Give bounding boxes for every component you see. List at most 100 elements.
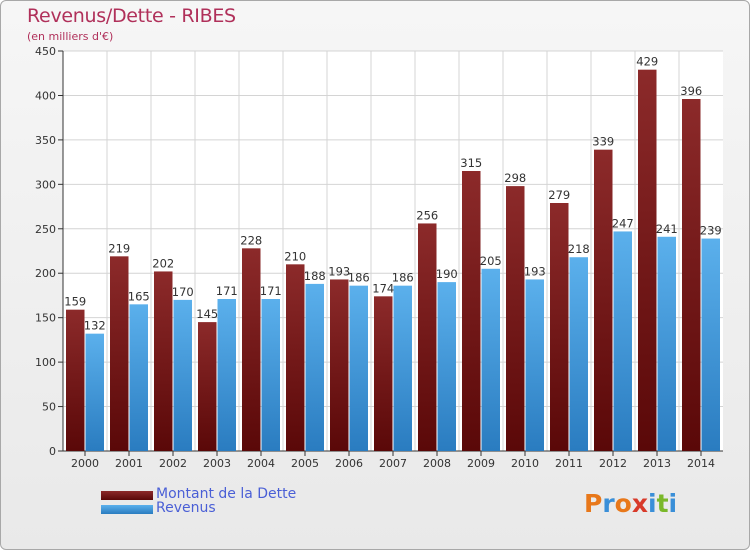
data-label-revenus: 170 [172, 285, 194, 299]
logo-letter: i [668, 489, 678, 518]
data-label-revenus: 171 [260, 284, 282, 298]
legend-label-dette: Montant de la Dette [156, 486, 297, 502]
bar-revenus [569, 257, 588, 451]
data-label-dette: 174 [372, 281, 394, 295]
data-label-revenus: 205 [480, 254, 502, 268]
logo-letter: i [648, 489, 657, 518]
bar-dette [506, 186, 525, 451]
bar-dette [594, 149, 613, 451]
bar-revenus [217, 299, 236, 451]
logo-letter: x [631, 489, 648, 518]
bar-revenus [393, 285, 412, 451]
bar-dette [550, 203, 569, 451]
legend-swatch-revenus [101, 505, 153, 514]
data-label-dette: 210 [284, 249, 306, 263]
bar-revenus [613, 231, 632, 451]
x-tick-label: 2008 [423, 457, 451, 470]
data-label-revenus: 186 [392, 271, 414, 285]
bar-revenus [173, 299, 192, 451]
x-tick-label: 2014 [687, 457, 715, 470]
data-label-dette: 202 [152, 256, 174, 270]
bar-dette [330, 279, 349, 451]
data-label-dette: 145 [196, 307, 218, 321]
bar-revenus [437, 282, 456, 451]
data-label-revenus: 247 [612, 216, 634, 230]
data-label-dette: 159 [64, 295, 86, 309]
x-tick-label: 2011 [555, 457, 583, 470]
data-label-dette: 315 [460, 156, 482, 170]
logo-letter: o [614, 489, 632, 518]
data-label-revenus: 171 [216, 284, 238, 298]
data-label-revenus: 165 [128, 289, 150, 303]
y-tick-label: 250 [35, 223, 56, 236]
data-label-dette: 339 [592, 135, 614, 149]
bar-revenus [305, 283, 324, 451]
data-label-revenus: 218 [568, 242, 590, 256]
logo-letter: P [584, 489, 603, 518]
data-label-dette: 429 [636, 55, 658, 69]
y-tick-label: 200 [35, 267, 56, 280]
y-tick-label: 450 [35, 45, 56, 58]
x-tick-label: 2001 [115, 457, 143, 470]
legend-swatch-dette [101, 491, 153, 500]
bar-revenus [481, 268, 500, 451]
y-tick-label: 0 [49, 445, 56, 458]
chart-title: Revenus/Dette - RIBES [27, 5, 236, 27]
data-label-dette: 298 [504, 171, 526, 185]
x-tick-label: 2003 [203, 457, 231, 470]
x-tick-label: 2009 [467, 457, 495, 470]
data-label-revenus: 241 [656, 222, 678, 236]
data-label-revenus: 132 [84, 319, 106, 333]
bar-revenus [657, 236, 676, 451]
data-label-dette: 193 [328, 264, 350, 278]
bar-dette [418, 223, 437, 451]
bar-dette [66, 309, 85, 451]
bar-revenus [261, 299, 280, 451]
legend-label-revenus: Revenus [156, 500, 216, 516]
x-tick-label: 2013 [643, 457, 671, 470]
x-tick-label: 2002 [159, 457, 187, 470]
axes: 0 50 100 150 200 250 300 350 400 450 2000 2001 2002 2… [35, 45, 723, 470]
bar-dette [682, 99, 701, 451]
logo-letter: r [602, 489, 615, 518]
data-label-dette: 279 [548, 188, 570, 202]
bar-dette [242, 248, 261, 451]
x-tick-label: 2007 [379, 457, 407, 470]
chart-subtitle: (en milliers d'€) [27, 30, 114, 43]
y-tick-label: 150 [35, 312, 56, 325]
data-label-dette: 396 [680, 84, 702, 98]
logo-letter: t [656, 489, 669, 518]
grid-lines [63, 50, 723, 452]
data-label-dette: 228 [240, 233, 262, 247]
y-tick-label: 300 [35, 178, 56, 191]
y-tick-label: 50 [42, 401, 56, 414]
x-tick-label: 2000 [71, 457, 99, 470]
bar-dette [154, 271, 173, 451]
proxiti-logo: Proxiti [584, 489, 677, 518]
bar-revenus [525, 279, 544, 451]
x-tick-label: 2005 [291, 457, 319, 470]
bar-revenus [129, 304, 148, 451]
data-label-dette: 256 [416, 208, 438, 222]
bar-dette [638, 69, 657, 452]
data-label-revenus: 239 [700, 224, 722, 238]
bars [66, 69, 720, 452]
y-tick-label: 350 [35, 134, 56, 147]
bar-dette [110, 256, 129, 451]
data-label-revenus: 188 [304, 269, 326, 283]
bar-dette [286, 264, 305, 451]
bar-dette [198, 322, 217, 451]
x-tick-label: 2012 [599, 457, 627, 470]
bar-dette [374, 296, 393, 451]
x-tick-label: 2006 [335, 457, 363, 470]
bar-revenus [349, 285, 368, 451]
plot-area [63, 51, 723, 451]
data-label-revenus: 193 [524, 264, 546, 278]
bar-revenus [701, 238, 720, 451]
data-label-dette: 219 [108, 241, 130, 255]
y-tick-label: 400 [35, 89, 56, 102]
x-tick-label: 2010 [511, 457, 539, 470]
y-tick-label: 100 [35, 356, 56, 369]
x-tick-label: 2004 [247, 457, 275, 470]
